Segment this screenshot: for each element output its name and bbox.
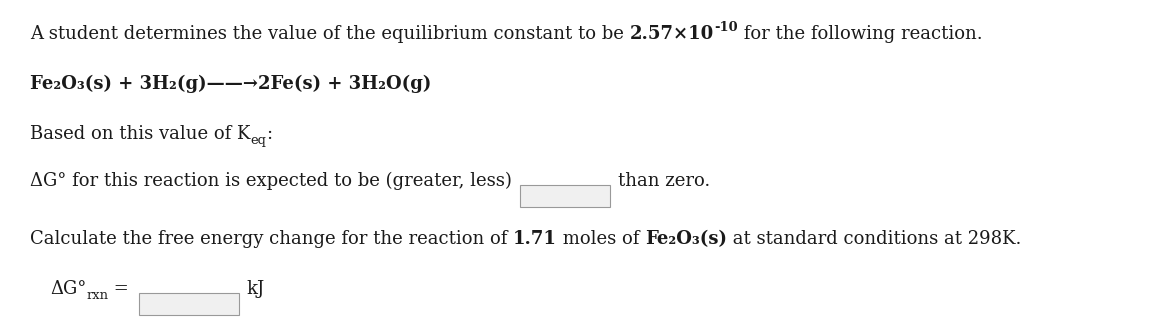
Text: Based on this value of K: Based on this value of K bbox=[30, 125, 251, 143]
Text: =: = bbox=[108, 280, 135, 298]
Text: A student determines the value of the equilibrium constant to be: A student determines the value of the eq… bbox=[30, 25, 630, 43]
Text: -10: -10 bbox=[714, 21, 737, 34]
Text: than zero.: than zero. bbox=[618, 172, 711, 190]
Text: moles of: moles of bbox=[557, 230, 645, 248]
FancyBboxPatch shape bbox=[520, 185, 610, 207]
Text: Fe₂O₃(s): Fe₂O₃(s) bbox=[645, 230, 727, 248]
Text: at standard conditions at 298K.: at standard conditions at 298K. bbox=[727, 230, 1021, 248]
Text: Calculate the free energy change for the reaction of: Calculate the free energy change for the… bbox=[30, 230, 513, 248]
FancyBboxPatch shape bbox=[139, 293, 239, 315]
Text: rxn: rxn bbox=[86, 289, 108, 302]
Text: :: : bbox=[267, 125, 273, 143]
Text: ΔG°: ΔG° bbox=[49, 280, 86, 298]
Text: for the following reaction.: for the following reaction. bbox=[737, 25, 982, 43]
Text: eq: eq bbox=[251, 134, 267, 147]
Text: ΔG° for this reaction is expected to be (greater, less): ΔG° for this reaction is expected to be … bbox=[30, 172, 512, 190]
Text: Fe₂O₃(s) + 3H₂(g)——→2Fe(s) + 3H₂O(g): Fe₂O₃(s) + 3H₂(g)——→2Fe(s) + 3H₂O(g) bbox=[30, 75, 431, 93]
Text: 1.71: 1.71 bbox=[513, 230, 557, 248]
Text: kJ: kJ bbox=[247, 280, 266, 298]
Text: 2.57×10: 2.57×10 bbox=[630, 25, 714, 43]
